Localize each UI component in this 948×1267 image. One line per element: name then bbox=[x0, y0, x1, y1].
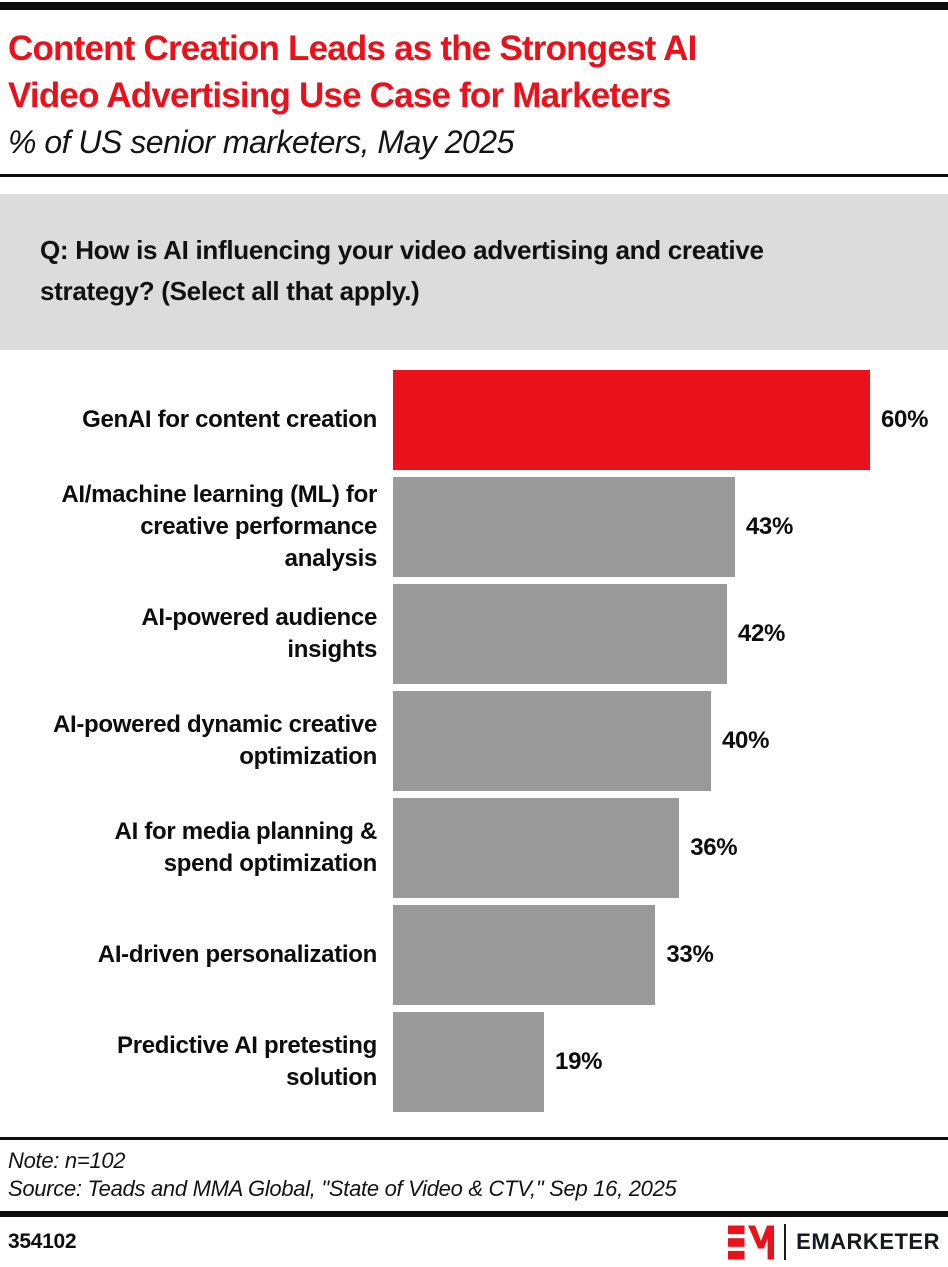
bar-label: AI-powered dynamic creative optimization bbox=[52, 711, 377, 770]
page-title: Content Creation Leads as the Strongest … bbox=[8, 29, 697, 115]
bar-row-dynamic-creative-optimization: AI-powered dynamic creative optimization… bbox=[0, 691, 948, 791]
survey-question-box: Q: How is AI influencing your video adve… bbox=[0, 194, 948, 350]
emarketer-wordmark: EMARKETER bbox=[796, 1229, 940, 1254]
bar bbox=[393, 798, 680, 898]
logo-divider bbox=[784, 1224, 787, 1260]
bar bbox=[393, 691, 711, 791]
bar-row-ai-driven-personalization: AI-driven personalization 33% bbox=[0, 905, 948, 1005]
bar bbox=[393, 905, 656, 1005]
note-text: Note: n=102 bbox=[8, 1148, 126, 1173]
bar bbox=[393, 1012, 545, 1112]
bar-label: AI/machine learning (ML) for creative pe… bbox=[61, 481, 377, 572]
footer-divider bbox=[0, 1211, 948, 1217]
bar-track: 19% bbox=[393, 1012, 948, 1112]
bar-track: 36% bbox=[393, 798, 948, 898]
bar-track: 60% bbox=[393, 370, 948, 470]
bar-track: 33% bbox=[393, 905, 948, 1005]
chart-id: 354102 bbox=[8, 1230, 77, 1253]
bar-row-ml-creative-performance: AI/machine learning (ML) for creative pe… bbox=[0, 477, 948, 577]
bar-label: GenAI for content creation bbox=[82, 406, 377, 433]
top-rule bbox=[0, 2, 948, 10]
bar-chart: GenAI for content creation 60% AI/machin… bbox=[0, 370, 948, 1112]
bar-track: 43% bbox=[393, 477, 948, 577]
notes-divider bbox=[0, 1137, 948, 1140]
emarketer-logo: EMARKETER bbox=[728, 1224, 940, 1261]
source-text: Source: Teads and MMA Global, "State of … bbox=[8, 1176, 677, 1201]
bar-label: Predictive AI pretesting solution bbox=[117, 1032, 377, 1091]
bar-value: 42% bbox=[737, 620, 786, 647]
bar-label: AI for media planning & spend optimizati… bbox=[114, 818, 378, 877]
survey-question-text: Q: How is AI influencing your video adve… bbox=[40, 235, 764, 306]
bar-row-media-planning: AI for media planning & spend optimizati… bbox=[0, 798, 948, 898]
bar-value: 40% bbox=[722, 727, 770, 754]
bar bbox=[393, 477, 735, 577]
bar-track: 40% bbox=[393, 691, 948, 791]
bar-label: AI-driven personalization bbox=[97, 941, 378, 968]
bar-value: 43% bbox=[745, 513, 793, 540]
bar-track: 42% bbox=[393, 584, 948, 684]
bar bbox=[393, 584, 727, 684]
header: Content Creation Leads as the Strongest … bbox=[0, 10, 948, 162]
bar-row-genai-content-creation: GenAI for content creation 60% bbox=[0, 370, 948, 470]
bar-label: AI-powered audience insights bbox=[141, 604, 377, 663]
page-subtitle: % of US senior marketers, May 2025 bbox=[8, 124, 514, 160]
notes: Note: n=102 Source: Teads and MMA Global… bbox=[0, 1140, 948, 1203]
header-divider bbox=[0, 174, 948, 177]
bar-row-predictive-pretesting: Predictive AI pretesting solution 19% bbox=[0, 1012, 948, 1112]
emarketer-logo-icon bbox=[728, 1225, 775, 1259]
bar-value: 36% bbox=[690, 834, 738, 861]
bar-value: 19% bbox=[555, 1048, 603, 1075]
bar-value: 33% bbox=[666, 941, 714, 968]
footer: 354102 EMARKETER bbox=[0, 1217, 948, 1267]
bar-value: 60% bbox=[881, 406, 929, 433]
bar-row-audience-insights: AI-powered audience insights 42% bbox=[0, 584, 948, 684]
bar bbox=[393, 370, 870, 470]
